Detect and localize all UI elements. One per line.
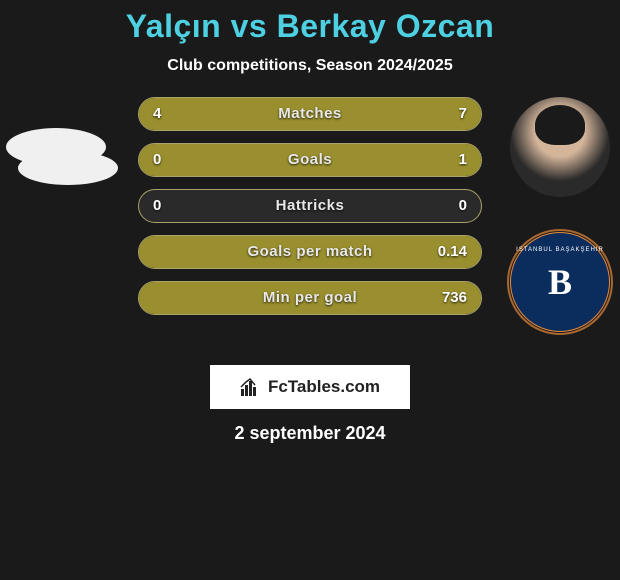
stat-label: Min per goal [139, 282, 481, 315]
stat-row: Hattricks0 0 [138, 189, 482, 223]
player-right-avatar [510, 97, 610, 197]
stat-value-left: 0 [153, 190, 161, 223]
club-badge-letter: B [548, 261, 572, 303]
stat-row: Goals per match0.14 [138, 235, 482, 269]
footer-logo: FcTables.com [210, 365, 410, 409]
footer-date: 2 september 2024 [0, 423, 620, 444]
stats-list: Matches47Goals01Hattricks00Goals per mat… [138, 97, 482, 327]
stat-label: Goals [139, 144, 481, 177]
stat-row: Min per goal736 [138, 281, 482, 315]
subtitle: Club competitions, Season 2024/2025 [0, 57, 620, 75]
stat-value-right: 0.14 [438, 236, 467, 269]
comparison-area: ISTANBUL BAŞAKŞEHIR B Matches47Goals01Ha… [0, 97, 620, 347]
player-left-club-placeholder [18, 151, 118, 185]
stat-value-right: 7 [459, 98, 467, 131]
stat-value-left: 4 [153, 98, 161, 131]
stat-row: Goals0 1 [138, 143, 482, 177]
chart-icon [240, 377, 262, 397]
stat-value-right: 0 [459, 190, 467, 223]
stat-label: Goals per match [139, 236, 481, 269]
stat-value-right: 1 [459, 144, 467, 177]
stat-label: Matches [139, 98, 481, 131]
stat-label: Hattricks [139, 190, 481, 223]
stat-row: Matches4 7 [138, 97, 482, 131]
footer-logo-text: FcTables.com [268, 377, 380, 397]
stat-value-right: 736 [442, 282, 467, 315]
player-right-club-badge: ISTANBUL BAŞAKŞEHIR B [510, 232, 610, 332]
stat-value-left: 0 [153, 144, 161, 177]
page-title: Yalçın vs Berkay Ozcan [0, 8, 620, 45]
club-badge-text: ISTANBUL BAŞAKŞEHIR [511, 247, 609, 253]
